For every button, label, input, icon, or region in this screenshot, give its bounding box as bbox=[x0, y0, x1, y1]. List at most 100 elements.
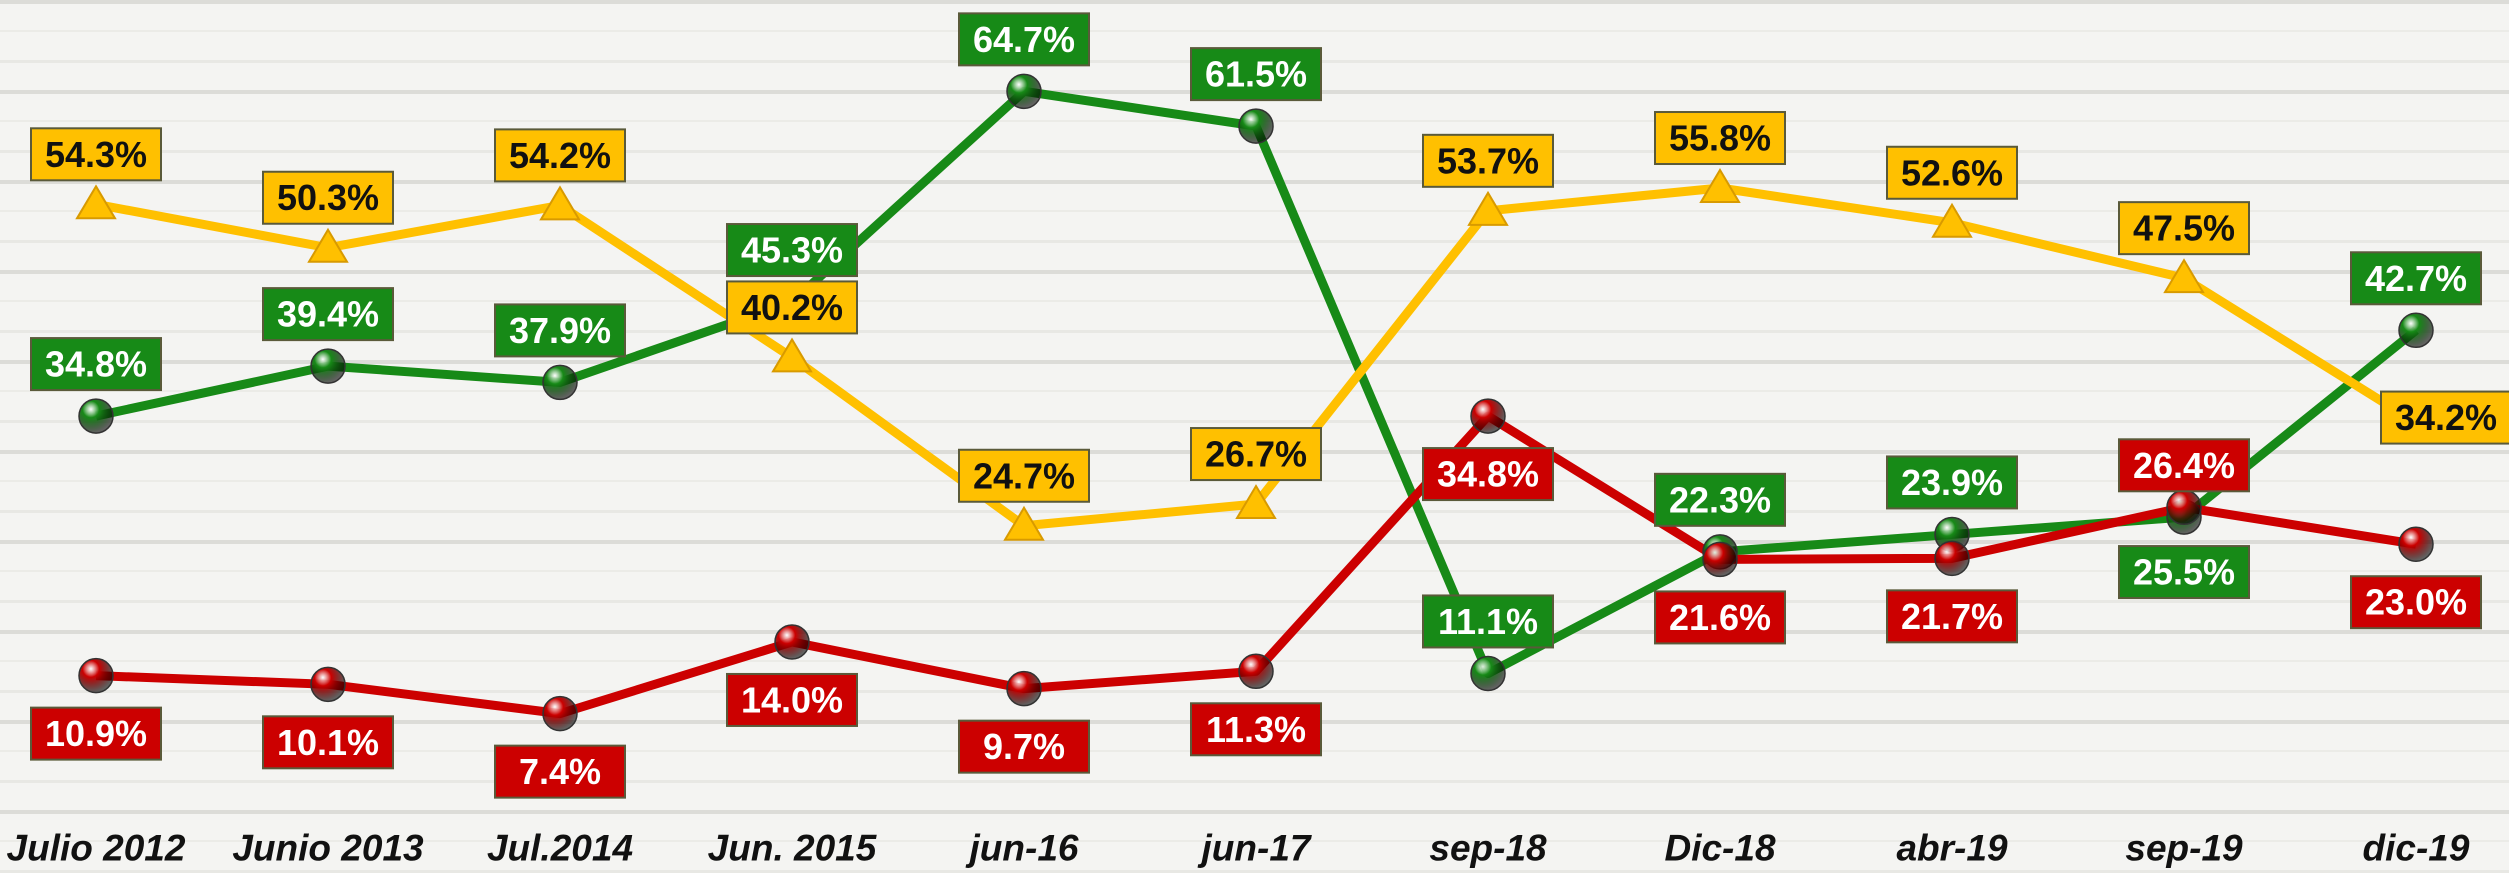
plot: Julio 2012 Junio 2013 Jul.2014 Jun. 2015 jun… bbox=[7, 12, 2509, 869]
data-label-box bbox=[958, 448, 1090, 503]
marker bbox=[1238, 108, 1274, 144]
marker bbox=[1470, 655, 1506, 692]
data-label-box bbox=[1654, 590, 1786, 645]
data-label: 54.3% bbox=[45, 134, 147, 175]
data-label: 21.6% bbox=[1669, 597, 1771, 638]
marker bbox=[774, 624, 810, 660]
data-label-box bbox=[1886, 455, 2018, 510]
marker bbox=[1006, 670, 1042, 707]
marker bbox=[2398, 526, 2434, 562]
x-tick-label: jun-17 bbox=[1198, 828, 1313, 869]
data-label-box bbox=[494, 303, 626, 358]
marker bbox=[1238, 653, 1274, 690]
data-label-box bbox=[1886, 589, 2018, 644]
marker bbox=[78, 657, 114, 694]
data-label-box bbox=[2118, 201, 2250, 256]
data-label-box bbox=[1886, 145, 2018, 200]
marker bbox=[1699, 168, 1741, 204]
data-label: 26.7% bbox=[1205, 434, 1307, 475]
x-tick-label: sep-19 bbox=[2125, 828, 2243, 869]
data-label: 45.3% bbox=[741, 230, 843, 271]
marker bbox=[307, 227, 349, 263]
data-label-box bbox=[1422, 133, 1554, 188]
marker bbox=[1934, 540, 1970, 577]
data-label: 39.4% bbox=[277, 294, 379, 335]
data-label-box bbox=[2350, 575, 2482, 630]
data-label: 26.4% bbox=[2133, 445, 2235, 486]
marker bbox=[1931, 202, 1973, 238]
x-tick-label: Jul.2014 bbox=[487, 828, 633, 869]
x-tick-label: Julio 2012 bbox=[7, 828, 186, 869]
data-label-box bbox=[1422, 447, 1554, 502]
data-label: 52.6% bbox=[1901, 152, 2003, 193]
data-label-box bbox=[30, 337, 162, 392]
data-label-box bbox=[958, 12, 1090, 67]
marker bbox=[78, 398, 114, 434]
data-label-box bbox=[30, 127, 162, 182]
data-label-box bbox=[262, 287, 394, 342]
data-label-box bbox=[726, 672, 858, 727]
x-tick-label: abr-19 bbox=[1896, 828, 2007, 869]
data-label: 34.2% bbox=[2395, 397, 2497, 438]
data-label-box bbox=[958, 719, 1090, 774]
x-tick-label: Junio 2013 bbox=[232, 828, 424, 869]
data-label: 23.0% bbox=[2365, 582, 2467, 623]
data-label-box bbox=[1654, 472, 1786, 527]
marker bbox=[310, 666, 346, 703]
data-label-box bbox=[2380, 390, 2509, 445]
marker bbox=[1003, 505, 1045, 541]
x-tick-label: Dic-18 bbox=[1664, 828, 1775, 869]
marker bbox=[539, 185, 581, 221]
data-label: 11.1% bbox=[1438, 601, 1538, 642]
data-label: 22.3% bbox=[1669, 479, 1771, 520]
data-label-box bbox=[262, 715, 394, 770]
data-label: 14.0% bbox=[741, 679, 843, 720]
data-label-box bbox=[2350, 251, 2482, 306]
marker bbox=[1702, 541, 1738, 578]
data-label: 37.9% bbox=[509, 310, 611, 351]
data-label: 10.1% bbox=[277, 722, 379, 763]
x-tick-label: jun-16 bbox=[966, 828, 1079, 869]
x-tick-label: sep-18 bbox=[1429, 828, 1547, 869]
data-label: 50.3% bbox=[277, 177, 379, 218]
data-label: 21.7% bbox=[1901, 596, 2003, 637]
data-label-box bbox=[30, 706, 162, 761]
marker bbox=[542, 695, 578, 732]
data-label: 61.5% bbox=[1205, 54, 1307, 95]
data-label-box bbox=[1654, 111, 1786, 166]
data-label: 34.8% bbox=[45, 344, 147, 385]
marker bbox=[2163, 258, 2205, 294]
data-label-box bbox=[2118, 438, 2250, 493]
data-label: 40.2% bbox=[741, 287, 843, 328]
data-label: 7.4% bbox=[519, 751, 601, 792]
data-label-box bbox=[2118, 545, 2250, 600]
marker bbox=[1235, 484, 1277, 520]
marker bbox=[542, 364, 578, 401]
data-label: 11.3% bbox=[1206, 709, 1306, 750]
data-label-box bbox=[1190, 702, 1322, 757]
marker bbox=[310, 348, 346, 384]
data-label: 34.8% bbox=[1437, 454, 1539, 495]
marker bbox=[1470, 398, 1506, 434]
data-label: 54.2% bbox=[509, 135, 611, 176]
data-label: 55.8% bbox=[1669, 118, 1771, 159]
marker bbox=[1467, 190, 1509, 226]
data-label-box bbox=[726, 223, 858, 278]
marker bbox=[75, 184, 117, 220]
marker bbox=[1006, 73, 1042, 110]
data-label: 24.7% bbox=[973, 455, 1075, 496]
data-label: 9.7% bbox=[983, 726, 1065, 767]
data-label-box bbox=[494, 128, 626, 183]
data-label: 25.5% bbox=[2133, 552, 2235, 593]
marker bbox=[2166, 489, 2202, 526]
data-label-box bbox=[494, 744, 626, 799]
data-label-box bbox=[1190, 47, 1322, 102]
data-label: 23.9% bbox=[1901, 462, 2003, 503]
data-label-box bbox=[726, 280, 858, 335]
data-label: 10.9% bbox=[45, 713, 147, 754]
data-label: 47.5% bbox=[2133, 208, 2235, 249]
x-tick-label: dic-19 bbox=[2363, 828, 2470, 869]
marker bbox=[2398, 312, 2434, 349]
data-label-box bbox=[1190, 427, 1322, 482]
